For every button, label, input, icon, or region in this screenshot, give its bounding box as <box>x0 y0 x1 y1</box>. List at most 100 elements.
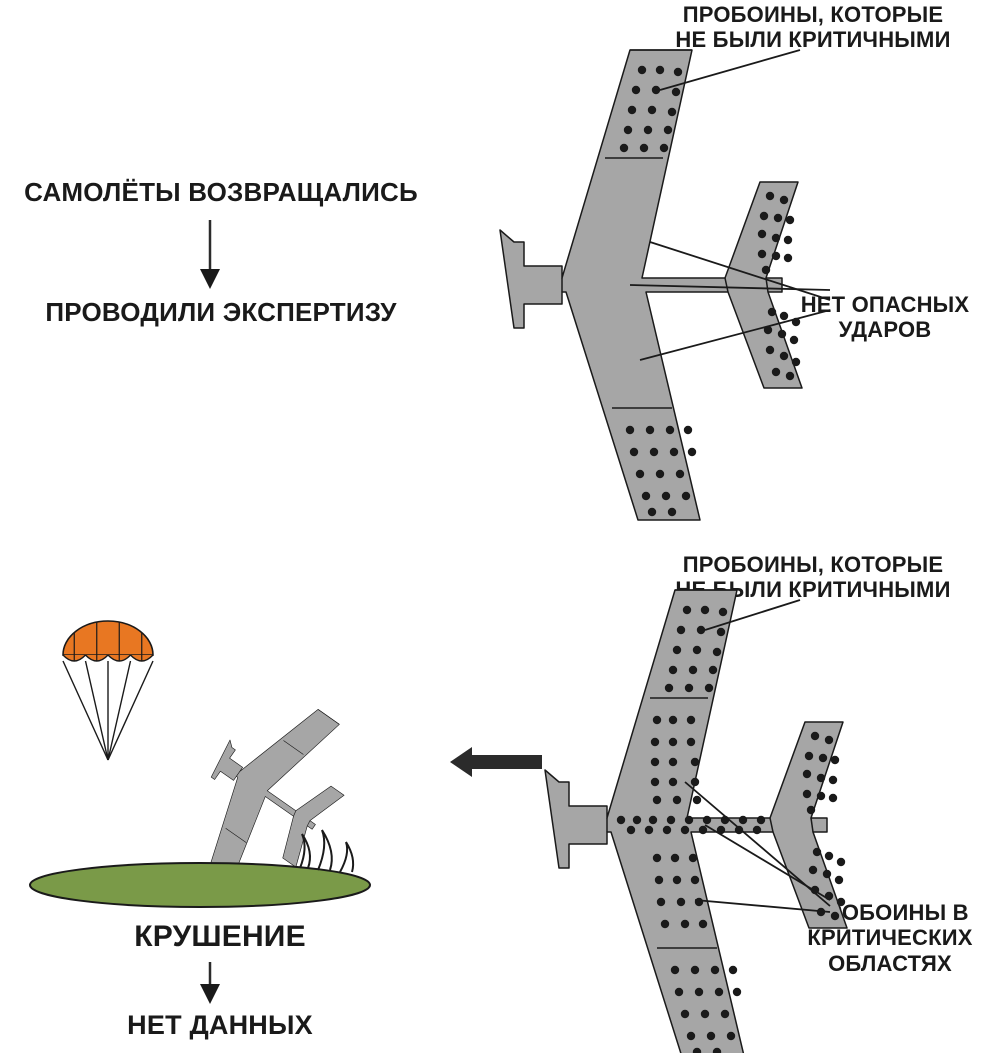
bullet-hole <box>691 876 699 884</box>
bullet-hole <box>697 626 705 634</box>
bullet-hole <box>786 372 794 380</box>
bullet-hole <box>681 920 689 928</box>
bullet-hole <box>651 758 659 766</box>
bullet-hole <box>624 126 632 134</box>
bullet-hole <box>662 492 670 500</box>
bullet-hole <box>669 758 677 766</box>
bullet-hole <box>760 212 768 220</box>
bullet-hole <box>786 216 794 224</box>
bullet-hole <box>655 876 663 884</box>
bullet-hole <box>758 250 766 258</box>
bullet-hole <box>632 86 640 94</box>
bullet-hole <box>668 508 676 516</box>
bullet-hole <box>780 352 788 360</box>
bullet-hole <box>672 88 680 96</box>
parachute-cord <box>108 661 131 760</box>
bullet-hole <box>657 898 665 906</box>
bullet-hole <box>792 358 800 366</box>
bullet-hole <box>766 346 774 354</box>
bullet-hole <box>642 492 650 500</box>
bullet-hole <box>649 816 657 824</box>
bullet-hole <box>653 716 661 724</box>
bullet-hole <box>687 716 695 724</box>
bullet-hole <box>823 870 831 878</box>
bullet-hole <box>633 816 641 824</box>
bullet-hole <box>803 790 811 798</box>
bullet-hole <box>684 426 692 434</box>
bullet-hole <box>617 816 625 824</box>
bullet-hole <box>653 796 661 804</box>
bullet-hole <box>713 648 721 656</box>
bullet-hole <box>837 858 845 866</box>
bullet-hole <box>753 826 761 834</box>
bullet-hole <box>835 876 843 884</box>
bullet-hole <box>685 684 693 692</box>
bullet-hole <box>701 1010 709 1018</box>
bullet-hole <box>707 1032 715 1040</box>
bullet-hole <box>627 826 635 834</box>
bullet-hole <box>831 912 839 920</box>
bullet-hole <box>790 336 798 344</box>
bullet-hole <box>733 988 741 996</box>
bullet-hole <box>803 770 811 778</box>
bullet-hole <box>703 816 711 824</box>
bullet-hole <box>646 426 654 434</box>
bullet-hole <box>807 806 815 814</box>
bullet-hole <box>669 738 677 746</box>
bullet-hole <box>620 144 628 152</box>
bullet-hole <box>739 816 747 824</box>
bullet-hole <box>687 1032 695 1040</box>
bullet-hole <box>666 426 674 434</box>
bullet-hole <box>809 866 817 874</box>
bullet-hole <box>669 666 677 674</box>
bullet-hole <box>831 756 839 764</box>
bullet-hole <box>757 816 765 824</box>
bullet-hole <box>778 330 786 338</box>
bullet-hole <box>780 312 788 320</box>
bullet-hole <box>758 230 766 238</box>
bullet-hole <box>829 776 837 784</box>
bullet-hole <box>661 920 669 928</box>
bullet-hole <box>677 626 685 634</box>
bullet-hole <box>674 68 682 76</box>
bullet-hole <box>664 126 672 134</box>
bullet-hole <box>727 1032 735 1040</box>
bullet-hole <box>689 666 697 674</box>
parachute-cord <box>63 661 108 760</box>
bullet-hole <box>671 966 679 974</box>
bullet-hole <box>673 796 681 804</box>
bullet-hole <box>682 492 690 500</box>
bullet-hole <box>715 988 723 996</box>
bullet-hole <box>701 606 709 614</box>
bullet-hole <box>711 966 719 974</box>
bullet-hole <box>651 778 659 786</box>
bullet-hole <box>644 126 652 134</box>
bullet-hole <box>772 234 780 242</box>
bullet-hole <box>837 898 845 906</box>
parachute-cord <box>108 661 153 760</box>
bullet-hole <box>691 778 699 786</box>
bullet-hole <box>681 826 689 834</box>
bullet-hole <box>691 966 699 974</box>
bullet-hole <box>669 778 677 786</box>
bullet-hole <box>721 1010 729 1018</box>
bullet-hole <box>626 426 634 434</box>
bullet-hole <box>811 732 819 740</box>
bullet-hole <box>819 754 827 762</box>
thick-arrow-left <box>450 747 542 777</box>
bullet-hole <box>825 852 833 860</box>
bullet-hole <box>669 716 677 724</box>
bullet-hole <box>650 448 658 456</box>
bullet-hole <box>768 308 776 316</box>
bullet-hole <box>640 144 648 152</box>
bullet-hole <box>663 826 671 834</box>
bullet-hole <box>648 106 656 114</box>
bullet-hole <box>705 684 713 692</box>
bullet-hole <box>729 966 737 974</box>
bullet-hole <box>691 758 699 766</box>
bullet-hole <box>784 254 792 262</box>
bullet-hole <box>653 854 661 862</box>
bullet-hole <box>673 646 681 654</box>
bullet-hole <box>683 606 691 614</box>
bullet-hole <box>648 508 656 516</box>
